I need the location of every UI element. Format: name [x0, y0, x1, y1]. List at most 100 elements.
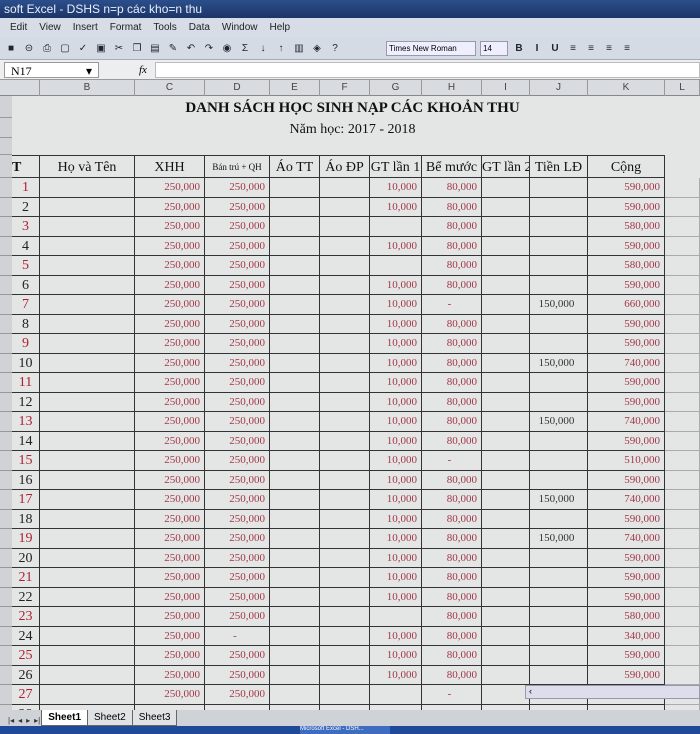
column-header-a[interactable]	[12, 80, 40, 96]
spreadsheet-grid[interactable]: DANH SÁCH HỌC SINH NẠP CÁC KHOẢN THU Năm…	[0, 96, 700, 710]
data-cell[interactable]	[40, 685, 135, 705]
column-header-h[interactable]: H	[422, 80, 482, 96]
stt-cell[interactable]: 21	[12, 568, 40, 588]
row-header[interactable]	[0, 178, 12, 198]
menu-item-tools[interactable]: Tools	[153, 22, 177, 33]
data-cell[interactable]: 10,000	[370, 334, 422, 354]
data-cell[interactable]: 590,000	[588, 431, 665, 451]
data-cell[interactable]: 10,000	[370, 568, 422, 588]
column-header-c[interactable]: C	[135, 80, 205, 96]
data-cell[interactable]	[320, 275, 370, 295]
data-cell[interactable]	[530, 217, 588, 237]
data-cell[interactable]: 80,000	[422, 412, 482, 432]
stt-cell[interactable]: 7	[12, 295, 40, 315]
align-center-icon[interactable]: ≡	[588, 43, 594, 54]
data-cell[interactable]: 250,000	[135, 431, 205, 451]
data-cell[interactable]	[270, 704, 320, 710]
row-header[interactable]	[0, 509, 12, 529]
data-cell[interactable]	[530, 256, 588, 276]
data-cell[interactable]	[320, 587, 370, 607]
data-cell[interactable]	[320, 568, 370, 588]
data-cell[interactable]	[270, 626, 320, 646]
row-header[interactable]	[0, 568, 12, 588]
data-cell[interactable]: 250,000	[135, 256, 205, 276]
row-header[interactable]	[0, 314, 12, 334]
stt-cell[interactable]: 27	[12, 685, 40, 705]
data-cell[interactable]: 150,000	[530, 295, 588, 315]
data-cell[interactable]: 150,000	[530, 412, 588, 432]
data-cell[interactable]: 80,000	[422, 665, 482, 685]
data-cell[interactable]	[40, 236, 135, 256]
data-cell[interactable]: 250,000	[135, 373, 205, 393]
stt-cell[interactable]: 13	[12, 412, 40, 432]
data-cell[interactable]: 10,000	[370, 314, 422, 334]
data-cell[interactable]	[320, 334, 370, 354]
stt-cell[interactable]: 5	[12, 256, 40, 276]
row-header[interactable]	[0, 118, 12, 138]
data-cell[interactable]	[270, 178, 320, 198]
align-left-icon[interactable]: ≡	[570, 43, 576, 54]
data-cell[interactable]	[482, 568, 530, 588]
data-cell[interactable]: 590,000	[588, 587, 665, 607]
data-cell[interactable]	[320, 509, 370, 529]
data-cell[interactable]: 590,000	[588, 275, 665, 295]
data-cell[interactable]: 80,000	[422, 197, 482, 217]
row-header[interactable]	[0, 373, 12, 393]
data-cell[interactable]	[482, 178, 530, 198]
row-header[interactable]	[0, 412, 12, 432]
data-cell[interactable]	[40, 646, 135, 666]
data-cell[interactable]	[665, 665, 700, 685]
data-cell[interactable]	[530, 314, 588, 334]
data-cell[interactable]	[40, 451, 135, 471]
stt-cell[interactable]: 22	[12, 587, 40, 607]
data-cell[interactable]: 740,000	[588, 353, 665, 373]
data-cell[interactable]	[40, 626, 135, 646]
column-header-i[interactable]: I	[482, 80, 530, 96]
data-cell[interactable]	[320, 295, 370, 315]
paste-icon[interactable]: ▤	[150, 43, 160, 54]
data-cell[interactable]: 740,000	[588, 490, 665, 510]
sort-desc-icon[interactable]: ↑	[278, 43, 284, 54]
data-cell[interactable]	[665, 607, 700, 627]
data-cell[interactable]	[482, 665, 530, 685]
data-cell[interactable]: 250,000	[205, 178, 270, 198]
chevron-down-icon[interactable]: ▾	[85, 63, 92, 78]
underline-button[interactable]: U	[551, 43, 559, 54]
data-cell[interactable]: 80,000	[422, 256, 482, 276]
stt-cell[interactable]: 4	[12, 236, 40, 256]
data-cell[interactable]: 250,000	[205, 275, 270, 295]
menu-item-data[interactable]: Data	[188, 22, 210, 33]
stt-cell[interactable]: 19	[12, 529, 40, 549]
row-header[interactable]	[0, 334, 12, 354]
undo-icon[interactable]: ↶	[186, 43, 196, 54]
data-cell[interactable]: 250,000	[205, 236, 270, 256]
data-cell[interactable]: 590,000	[588, 197, 665, 217]
data-cell[interactable]: 250,000	[135, 217, 205, 237]
spelling-icon[interactable]: ✓	[78, 43, 88, 54]
data-cell[interactable]	[665, 178, 700, 198]
column-header-k[interactable]: K	[588, 80, 665, 96]
data-cell[interactable]	[40, 412, 135, 432]
data-cell[interactable]: 340,000	[588, 626, 665, 646]
data-cell[interactable]	[270, 607, 320, 627]
data-cell[interactable]: 10,000	[370, 529, 422, 549]
data-cell[interactable]: 250,000	[205, 587, 270, 607]
data-cell[interactable]: 250,000	[205, 509, 270, 529]
data-cell[interactable]	[270, 685, 320, 705]
data-cell[interactable]	[530, 548, 588, 568]
data-cell[interactable]	[40, 490, 135, 510]
data-cell[interactable]	[320, 451, 370, 471]
data-cell[interactable]	[270, 334, 320, 354]
data-cell[interactable]: 590,000	[588, 704, 665, 710]
stt-cell[interactable]: 16	[12, 470, 40, 490]
align-right-icon[interactable]: ≡	[606, 43, 612, 54]
stt-cell[interactable]: 6	[12, 275, 40, 295]
data-cell[interactable]	[482, 470, 530, 490]
data-cell[interactable]: 250,000	[135, 685, 205, 705]
data-cell[interactable]: 250,000	[135, 314, 205, 334]
data-cell[interactable]	[270, 373, 320, 393]
horizontal-scrollbar[interactable]: ‹	[525, 685, 700, 699]
data-cell[interactable]	[40, 392, 135, 412]
data-cell[interactable]	[530, 704, 588, 710]
data-cell[interactable]	[530, 509, 588, 529]
